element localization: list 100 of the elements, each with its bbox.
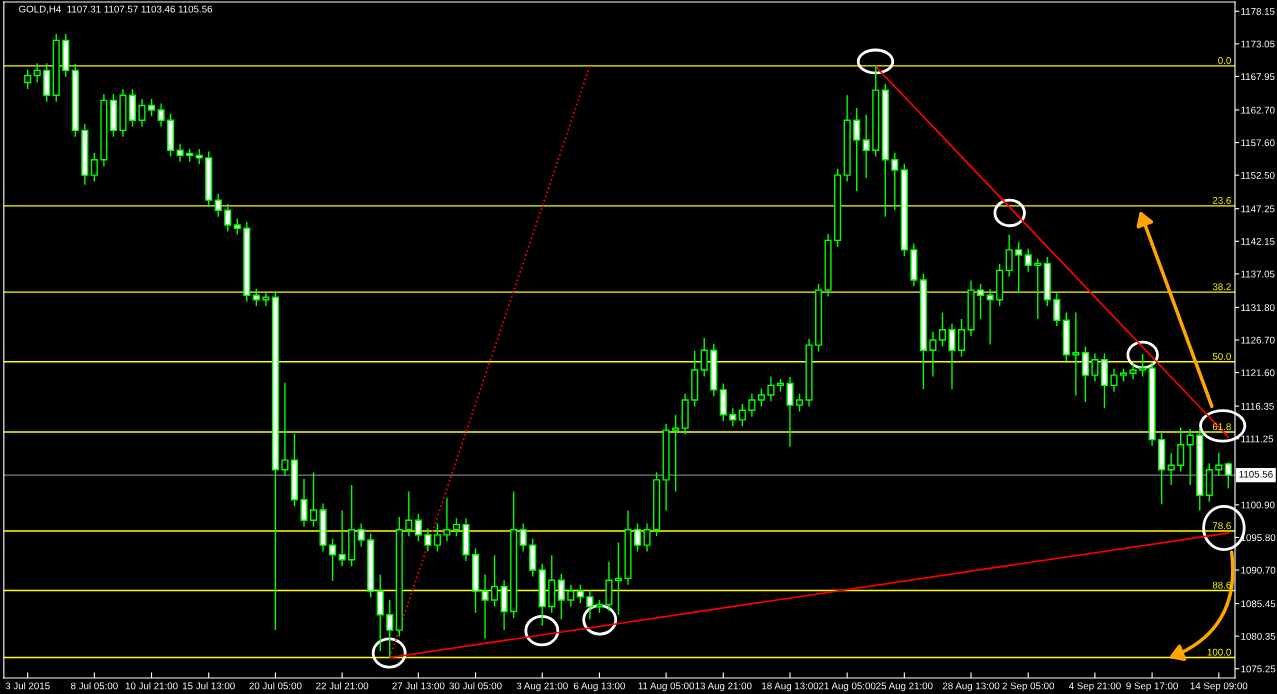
y-tick-label: 1157.60	[1241, 139, 1275, 147]
x-tick-label: 13 Aug 21:00	[695, 682, 752, 692]
candlestick	[1091, 352, 1099, 383]
y-tick-label: 1111.25	[1241, 435, 1274, 443]
annotation: 23.6	[1212, 197, 1231, 204]
y-tick-label: 1142.15	[1241, 238, 1275, 245]
candlestick	[1177, 426, 1185, 473]
x-tick-label: 3 Jul 2015	[5, 682, 50, 690]
y-tick-label: 1162.70	[1241, 106, 1275, 114]
y-tick-label: 1085.45	[1241, 600, 1276, 608]
candlestick	[977, 283, 985, 320]
candlestick	[300, 477, 308, 528]
candlestick	[786, 376, 794, 448]
y-tick-label: 1100.90	[1241, 501, 1275, 509]
candlestick	[1186, 428, 1194, 486]
candlestick	[176, 143, 184, 163]
y-tick-label: 1116.35	[1241, 402, 1274, 410]
candlestick	[309, 471, 318, 528]
candlestick	[405, 490, 413, 537]
annotation: 50.0	[1212, 352, 1231, 360]
x-tick-label: 4 Sep 21:00	[1068, 682, 1121, 692]
candlestick	[1139, 353, 1147, 378]
candlestick	[491, 554, 499, 608]
candlestick	[433, 522, 441, 553]
candlestick	[214, 192, 222, 218]
candlestick	[195, 148, 203, 165]
candlestick	[1005, 233, 1013, 278]
candlestick	[157, 102, 165, 128]
annotation: 100.0	[1207, 648, 1231, 656]
candlestick	[90, 152, 98, 183]
candlestick	[633, 522, 642, 553]
candlestick	[643, 522, 651, 553]
candlestick	[33, 62, 41, 84]
candlestick	[948, 322, 956, 390]
x-tick-label: 2 Sep 05:00	[1002, 682, 1055, 692]
x-tick-label: 25 Aug 21:00	[876, 682, 933, 692]
candlestick	[748, 392, 756, 418]
x-tick-label: 6 Aug 13:00	[573, 682, 625, 692]
x-tick-label: 11 Aug 05:00	[638, 682, 695, 692]
y-tick-label: 1126.70	[1241, 336, 1275, 344]
y-tick-label: 1173.05	[1241, 40, 1275, 48]
candlestick	[281, 382, 289, 477]
candlestick	[414, 513, 422, 542]
candlestick	[357, 522, 365, 548]
candlestick	[1072, 311, 1080, 397]
candlestick	[338, 509, 346, 567]
y-tick-label: 1137.05	[1241, 270, 1275, 278]
candlestick	[576, 584, 584, 604]
candlestick	[700, 337, 708, 378]
candlestick	[1015, 241, 1023, 295]
x-tick-label: 10 Jul 21:00	[125, 682, 178, 690]
candlestick	[424, 527, 432, 553]
x-tick-label: 21 Aug 05:00	[819, 682, 876, 692]
candlestick	[262, 292, 270, 307]
candlestick	[481, 573, 489, 640]
candlestick	[738, 403, 746, 427]
x-tick-label: 28 Aug 13:00	[942, 682, 1000, 692]
y-tick-label: 1167.95	[1241, 73, 1275, 81]
candlestick	[443, 497, 451, 542]
candlestick	[329, 538, 337, 582]
candlestick	[767, 375, 775, 403]
x-tick-label: 20 Jul 05:00	[249, 682, 302, 690]
candlestick	[1034, 258, 1042, 320]
y-tick-label: 1075.25	[1241, 665, 1276, 673]
y-tick-label: 1178.15	[1241, 8, 1275, 15]
candlestick	[567, 584, 575, 608]
x-tick-label: 22 Jul 21:00	[316, 682, 369, 690]
ref-line-label: 1105.56	[1239, 470, 1273, 478]
candlestick	[557, 573, 565, 620]
y-tick-label: 1090.70	[1241, 566, 1276, 574]
candlestick	[1081, 345, 1089, 403]
candlestick	[1053, 292, 1061, 327]
y-tick-label: 1080.35	[1241, 632, 1276, 640]
annotation: 38.2	[1212, 283, 1231, 291]
candlestick	[614, 541, 623, 616]
candlestick	[1129, 362, 1137, 381]
candlestick	[853, 107, 861, 192]
candlestick	[672, 414, 680, 493]
chart-title: GOLD,H4 1107.31 1107.57 1103.46 1105.56	[19, 5, 213, 14]
x-tick-label: 27 Jul 13:00	[392, 682, 445, 690]
x-tick-label: 30 Jul 05:00	[449, 682, 502, 690]
candlestick	[862, 113, 870, 180]
x-tick-label: 18 Aug 13:00	[762, 682, 819, 692]
y-tick-label: 1131.80	[1241, 304, 1275, 312]
candlestick	[891, 152, 899, 211]
x-tick-label: 3 Aug 21:00	[516, 682, 568, 692]
candlestick	[1024, 247, 1032, 273]
x-tick-label: 8 Jul 05:00	[71, 682, 118, 690]
candlestick	[138, 98, 146, 128]
y-tick-label: 1121.60	[1241, 369, 1275, 377]
candlestick	[1110, 368, 1118, 393]
x-tick-label: 14 Sep 09:00	[1190, 682, 1248, 692]
candlestick	[1224, 461, 1232, 490]
candlestick	[957, 318, 966, 358]
candlestick	[24, 69, 32, 90]
y-tick-label: 1152.50	[1241, 171, 1275, 179]
annotation: 0.0	[1218, 57, 1231, 64]
candlestick	[938, 311, 947, 348]
y-tick-label: 1147.25	[1241, 205, 1275, 213]
x-tick-label: 15 Jul 13:00	[182, 682, 235, 690]
